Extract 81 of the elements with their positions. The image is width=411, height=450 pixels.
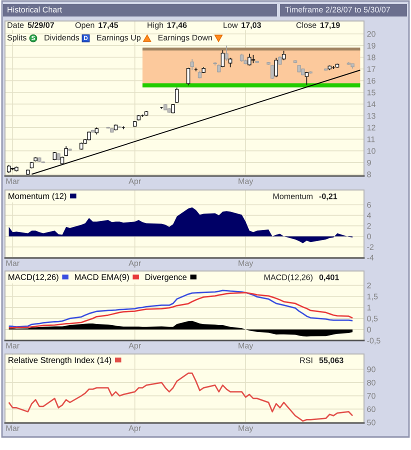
- candlestick: [186, 67, 190, 86]
- candlestick: [220, 50, 225, 68]
- y-tick-label: 50: [367, 420, 376, 426]
- x-tick-label: May: [238, 425, 254, 433]
- candlestick: [228, 57, 232, 68]
- x-tick-label: Apr: [128, 425, 141, 433]
- y-tick-label: 60: [367, 406, 376, 412]
- annotation: 0,401: [319, 274, 339, 282]
- annotation: Earnings Up: [97, 34, 141, 42]
- candlestick: [174, 87, 179, 104]
- x-tick-label: May: [238, 178, 254, 186]
- annotation: MACD(12,26): [264, 274, 312, 282]
- annotation: Momentum: [273, 194, 312, 200]
- annotation: Date: [8, 22, 24, 28]
- y-tick-label: 10: [367, 148, 376, 154]
- x-tick-label: Mar: [6, 342, 20, 348]
- y-tick-label: 20: [367, 31, 376, 37]
- y-tick-label: 6: [367, 202, 371, 208]
- y-tick-label: 14: [367, 101, 376, 107]
- candlestick: [304, 71, 309, 86]
- y-tick-label: 0: [367, 234, 371, 240]
- annotation: Open: [75, 22, 94, 30]
- x-tick-label: May: [238, 342, 254, 350]
- y-tick-label: 13: [367, 113, 376, 119]
- chart-title: Historical Chart: [8, 6, 62, 12]
- y-tick-label: -0,5: [367, 338, 380, 344]
- x-tick-label: Apr: [128, 342, 141, 350]
- annotation: RSI: [300, 357, 312, 364]
- y-tick-label: 18: [367, 54, 376, 60]
- y-tick-label: 90: [367, 366, 376, 372]
- annotation: 17,45: [98, 22, 118, 30]
- x-tick-label: Apr: [128, 260, 141, 268]
- y-tick-label: -2: [367, 244, 374, 250]
- y-tick-label: 2: [367, 223, 371, 229]
- chart-subtitle: Timeframe 2/28/07 to 5/30/07: [285, 6, 390, 12]
- y-tick-label: 15: [367, 90, 376, 96]
- annotation: Low: [224, 22, 238, 28]
- annotation: 17,46: [167, 22, 187, 30]
- candlestick: [224, 45, 228, 62]
- candlestick: [190, 58, 194, 71]
- y-tick-label: 4: [366, 212, 372, 218]
- y-tick-label: 1: [367, 304, 371, 310]
- legend-label: MACD(12,26): [8, 274, 58, 282]
- y-tick-label: 12: [367, 124, 376, 130]
- annotation: -0,21: [319, 193, 338, 200]
- x-tick-label: Apr: [128, 178, 141, 186]
- y-tick-label: 17: [367, 66, 376, 72]
- y-tick-label: -4: [367, 254, 374, 260]
- annotation: High: [148, 22, 164, 30]
- x-tick-label: Mar: [6, 178, 20, 184]
- candlestick: [274, 57, 278, 78]
- y-tick-label: 8: [367, 172, 371, 178]
- legend-label: MACD EMA(9): [74, 274, 129, 282]
- legend-label: Relative Strength Index (14): [8, 356, 112, 365]
- y-tick-label: 1,5: [367, 294, 378, 300]
- y-tick-label: 0: [367, 326, 371, 332]
- y-tick-label: 70: [367, 393, 376, 399]
- legend-label: Divergence: [145, 274, 187, 282]
- annotation: Dividends: [44, 34, 80, 40]
- y-tick-label: 9: [367, 160, 371, 166]
- y-tick-label: 19: [367, 42, 376, 49]
- legend-label: Momentum (12): [8, 192, 66, 201]
- y-tick-label: 16: [367, 78, 376, 84]
- y-tick-label: 2: [367, 282, 371, 288]
- x-tick-label: May: [238, 260, 254, 268]
- x-tick-label: Mar: [6, 425, 20, 431]
- y-tick-label: 0,5: [367, 316, 378, 322]
- candlestick: [171, 104, 175, 114]
- annotation: 17,03: [242, 22, 261, 30]
- annotation: 55,063: [319, 357, 344, 364]
- y-tick-label: 80: [367, 380, 376, 386]
- y-tick-label: 11: [367, 136, 375, 142]
- annotation: 5/29/07: [28, 22, 54, 28]
- candlestick: [282, 50, 286, 61]
- annotation: Splits: [7, 34, 26, 42]
- candlestick: [248, 53, 252, 66]
- x-tick-label: Mar: [6, 260, 20, 266]
- annotation: 17,19: [320, 22, 340, 30]
- candlestick: [270, 64, 274, 80]
- annotation: Close: [296, 22, 316, 28]
- annotation: Earnings Down: [158, 34, 212, 42]
